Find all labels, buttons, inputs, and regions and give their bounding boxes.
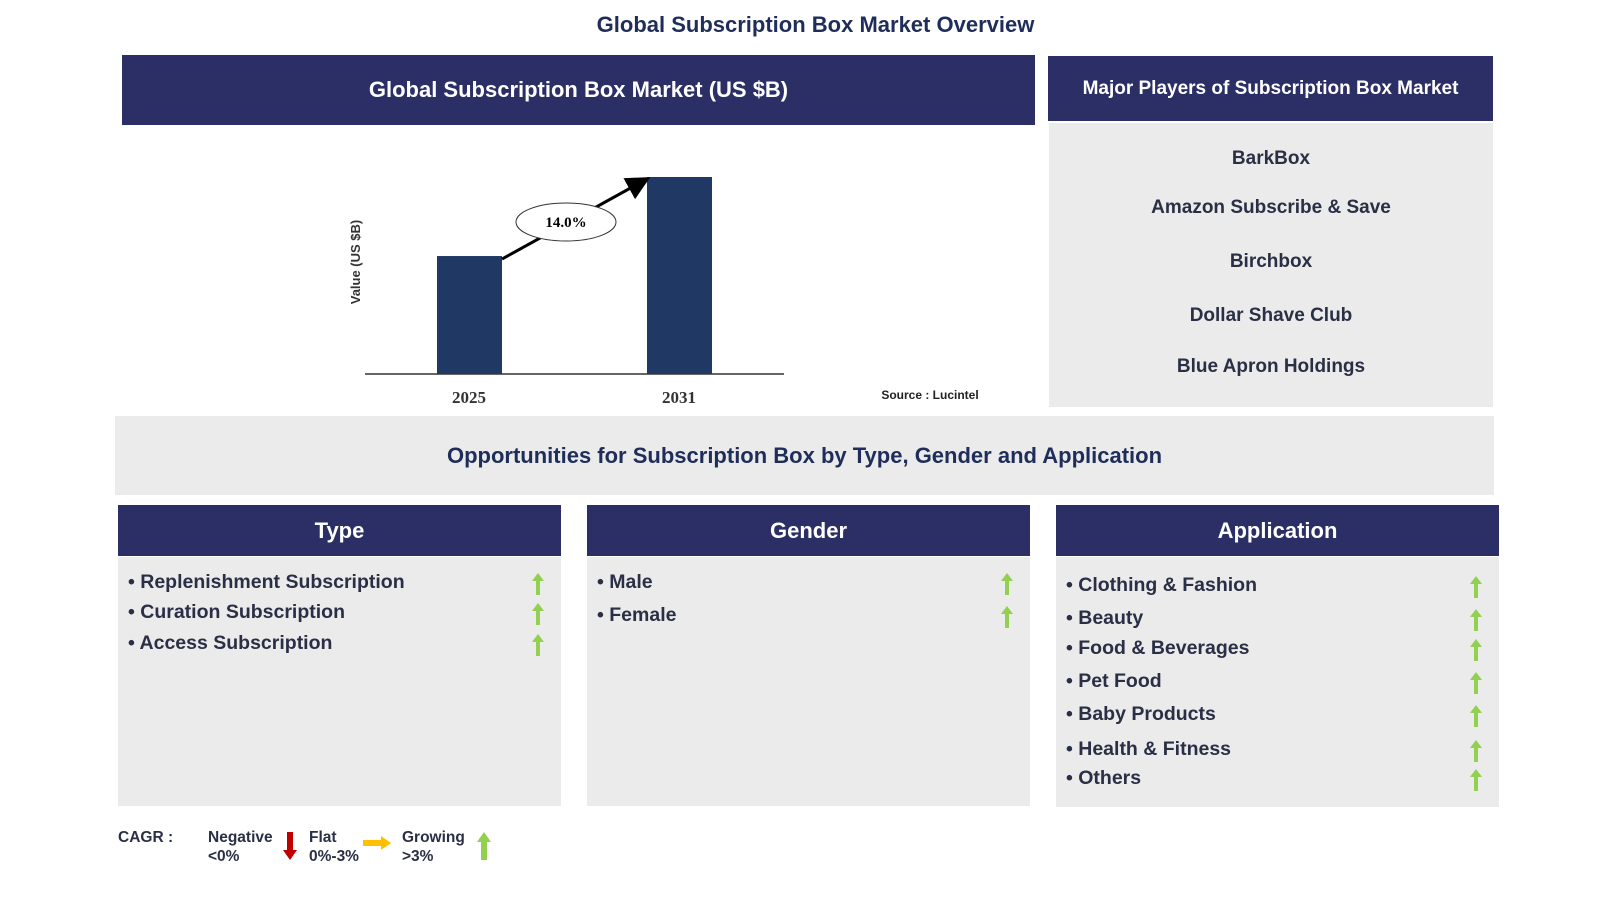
growth-up-arrow-icon xyxy=(1001,573,1013,595)
growth-up-arrow-icon xyxy=(1470,672,1482,694)
column-body xyxy=(587,557,1030,806)
chart-header: Global Subscription Box Market (US $B) xyxy=(122,55,1035,125)
x-tick-label: 2025 xyxy=(452,388,486,407)
right-arrow-icon xyxy=(363,836,391,850)
growth-up-arrow-icon xyxy=(1470,769,1482,791)
players-list: BarkBox Amazon Subscribe & Save Birchbox Do… xyxy=(1049,123,1493,407)
cagr-bubble xyxy=(515,202,617,242)
bar-2025 xyxy=(437,256,502,374)
column-body xyxy=(1056,557,1499,807)
cagr-label: 14.0% xyxy=(545,215,586,231)
player-item: Dollar Shave Club xyxy=(1189,305,1353,326)
list-item: • Male xyxy=(597,571,653,593)
list-item: • Baby Products xyxy=(1066,703,1216,725)
growth-up-arrow-icon xyxy=(1470,705,1482,727)
player-item: BarkBox xyxy=(1231,148,1311,169)
x-tick-label: 2031 xyxy=(662,388,696,407)
list-item: • Food & Beverages xyxy=(1066,637,1250,659)
growth-up-arrow-icon xyxy=(532,603,544,625)
list-item: • Health & Fitness xyxy=(1066,738,1232,760)
growth-up-arrow-icon xyxy=(532,634,544,656)
y-axis-label: Value (US $B) xyxy=(348,220,363,305)
growth-up-arrow-icon xyxy=(532,573,544,595)
down-arrow-icon xyxy=(283,832,297,860)
bar-chart: Value (US $B) 2025 2031 14.0% Source : Lu… xyxy=(348,177,979,407)
player-item: Blue Apron Holdings xyxy=(1176,356,1366,377)
column-body xyxy=(118,557,561,806)
legend-flat: Flat 0%-3% xyxy=(309,829,359,865)
list-item: • Access Subscription xyxy=(128,632,333,654)
opportunities-banner: Opportunities for Subscription Box by Ty… xyxy=(115,416,1494,495)
column-header-application: Application xyxy=(1056,505,1499,556)
legend-growing: Growing >3% xyxy=(402,829,465,865)
growth-up-arrow-icon xyxy=(1470,576,1482,598)
page-title: Global Subscription Box Market Overview xyxy=(596,12,1035,37)
column-header-gender: Gender xyxy=(587,505,1030,556)
list-item: • Female xyxy=(597,604,677,626)
player-item: Birchbox xyxy=(1229,251,1313,272)
bar-2031 xyxy=(647,177,712,374)
growth-up-arrow-icon xyxy=(1470,740,1482,762)
list-item: • Curation Subscription xyxy=(128,601,345,623)
list-item: • Pet Food xyxy=(1066,670,1162,692)
growth-up-arrow-icon xyxy=(1001,606,1013,628)
up-arrow-icon xyxy=(477,832,491,860)
list-item: • Replenishment Subscription xyxy=(128,571,405,593)
player-item: Amazon Subscribe & Save xyxy=(1151,197,1391,218)
column-header-type: Type xyxy=(118,505,561,556)
legend-negative: Negative <0% xyxy=(208,829,273,865)
list-item: • Clothing & Fashion xyxy=(1066,574,1257,596)
source-note: Source : Lucintel xyxy=(881,388,978,402)
list-item: • Others xyxy=(1066,767,1142,789)
list-item: • Beauty xyxy=(1066,607,1144,629)
growth-up-arrow-icon xyxy=(1470,639,1482,661)
players-header: Major Players of Subscription Box Market xyxy=(1048,56,1493,121)
growth-up-arrow-icon xyxy=(1470,609,1482,631)
legend-cagr-label: CAGR : xyxy=(118,829,174,846)
